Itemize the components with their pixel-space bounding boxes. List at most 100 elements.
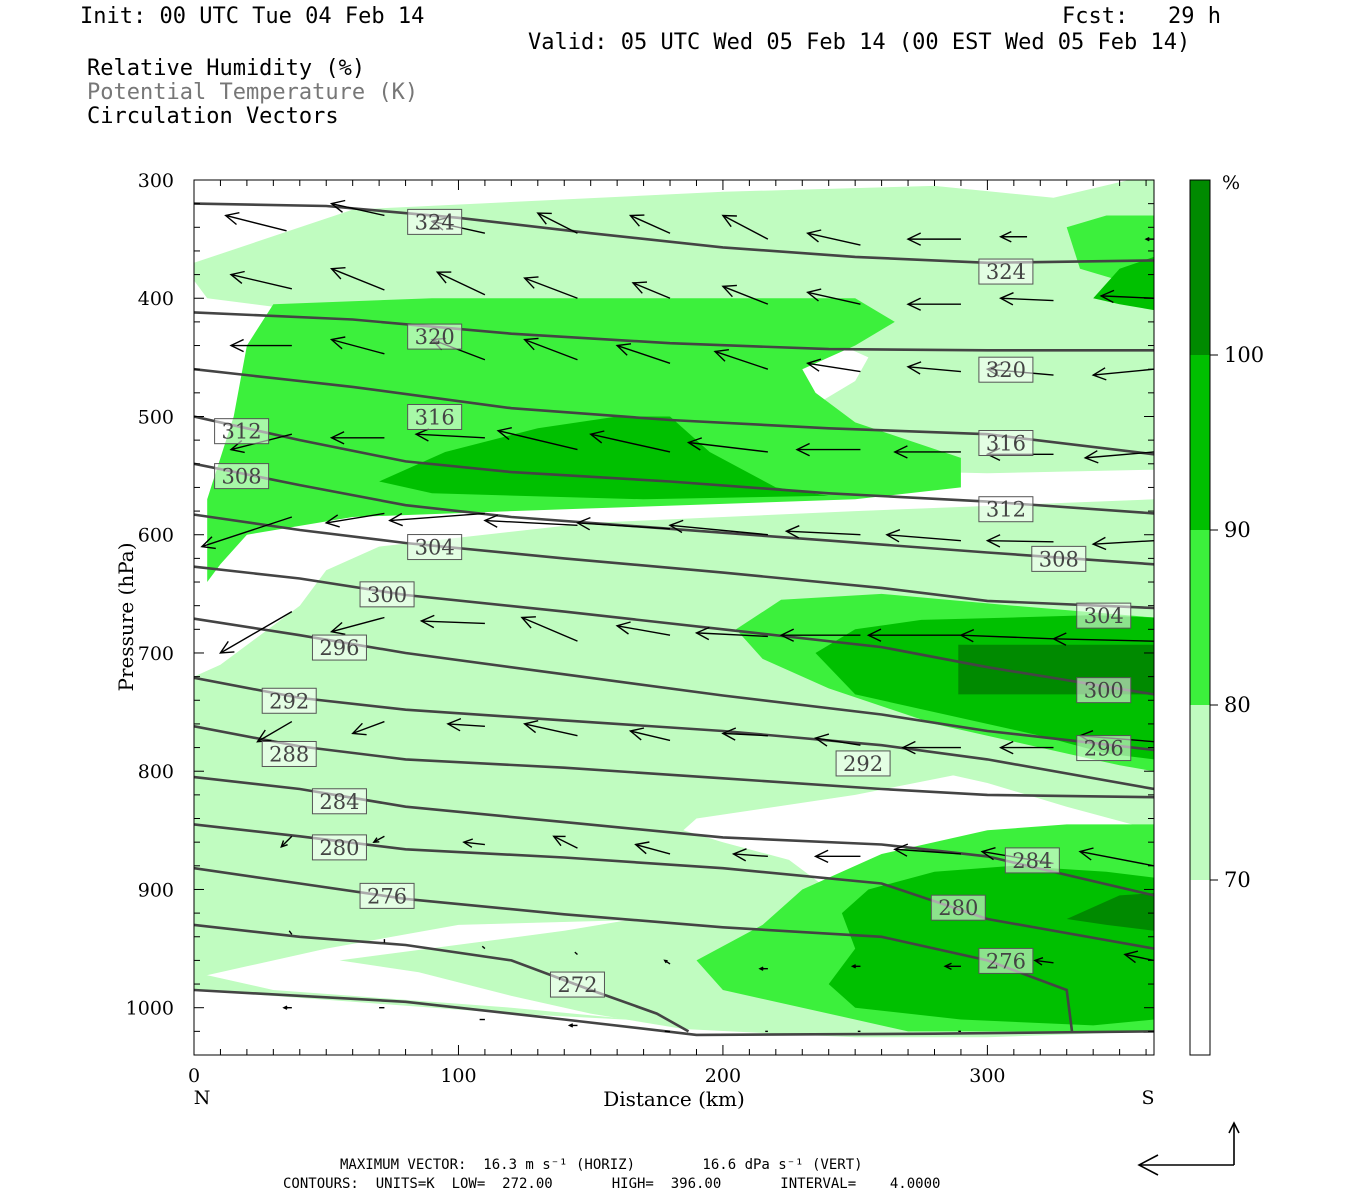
isentrope-label: 312 — [986, 498, 1026, 522]
isentrope-label: 292 — [269, 689, 309, 713]
y-axis-title: Pressure (hPa) — [114, 543, 138, 692]
isentrope-label-box — [549, 971, 605, 998]
circulation-vector — [1093, 368, 1154, 376]
circulation-vector — [1034, 959, 1054, 964]
isentrope-label: 284 — [319, 790, 359, 814]
circulation-vector — [722, 285, 769, 305]
isentrope-label-box — [1076, 677, 1132, 704]
circulation-vector-head — [1123, 950, 1139, 964]
colorbar-segment — [1190, 705, 1210, 880]
circulation-vector-head — [998, 292, 1014, 306]
isentrope-label-box — [978, 356, 1034, 383]
circulation-vector — [352, 720, 385, 735]
isentrope-label-box — [359, 882, 415, 909]
rh-region-100 — [1066, 893, 1154, 931]
x-end-label-north: N — [194, 1087, 211, 1109]
circulation-vector — [280, 835, 293, 848]
isentrope-label: 272 — [557, 973, 597, 997]
circulation-vector — [524, 723, 578, 737]
circulation-vector — [1093, 539, 1154, 545]
circulation-vector-head — [520, 616, 536, 629]
isentrope-label-box — [835, 750, 891, 777]
circulation-vector-head — [901, 740, 916, 755]
isentrope-label: 296 — [319, 636, 359, 660]
y-tick-label: 700 — [138, 643, 174, 665]
circulation-vector-head — [893, 445, 908, 459]
circulation-vector-head — [1144, 236, 1150, 242]
x-tick-label: 300 — [969, 1065, 1005, 1087]
circulation-vector — [331, 268, 385, 291]
isentrope-label: 324 — [415, 210, 455, 234]
isentrope-label: 320 — [986, 358, 1026, 382]
isentrope-320 — [194, 311, 1154, 352]
circulation-vector-head — [523, 276, 539, 289]
isentrope-label-box — [407, 403, 463, 430]
circulation-vector-head — [567, 1023, 574, 1028]
circulation-vector-head — [980, 847, 996, 861]
isentrope-304 — [194, 513, 1154, 610]
circulation-vector-head — [329, 621, 346, 635]
circulation-vector — [524, 277, 578, 299]
circulation-vector — [524, 338, 578, 361]
circulation-vector-head — [686, 437, 703, 451]
circulation-vector-head — [806, 229, 822, 243]
isentrope-label-box — [261, 687, 317, 714]
circulation-vector — [635, 843, 671, 855]
circulation-vector-head — [628, 214, 645, 227]
circulation-vector-head — [758, 966, 764, 971]
circulation-vector-head — [943, 962, 952, 971]
circulation-vector — [521, 616, 578, 642]
isentrope-label: 304 — [1084, 604, 1124, 628]
isentrope-312 — [194, 415, 1154, 515]
isentrope-label-box — [261, 740, 317, 767]
isentrope-272 — [194, 923, 690, 1033]
isentrope-label: 288 — [269, 742, 309, 766]
isentrope-label: 300 — [1084, 679, 1124, 703]
max-vector-note: MAXIMUM VECTOR: 16.3 m s⁻¹ (HORIZ) 16.6 … — [340, 1157, 863, 1173]
isentrope-label-box — [311, 788, 367, 815]
circulation-vector — [894, 848, 961, 855]
isentrope-label-box — [978, 496, 1034, 523]
colorbar-level-label: 70 — [1224, 868, 1251, 892]
circulation-vector — [733, 853, 768, 858]
isentrope-label: 316 — [986, 432, 1026, 456]
circulation-vector-head — [721, 214, 737, 228]
isentrope-label-box — [311, 834, 367, 861]
field-legend-vectors: Circulation Vectors — [87, 104, 339, 129]
rh-region-70 — [194, 180, 1154, 979]
y-tick-label: 1000 — [126, 998, 174, 1020]
isentrope-label-box — [1076, 602, 1132, 629]
circulation-vector — [537, 212, 578, 234]
circulation-vector-head — [1051, 632, 1067, 646]
y-tick-label: 300 — [138, 170, 174, 192]
x-tick-label: 100 — [440, 1065, 476, 1087]
rh-region-90 — [379, 416, 829, 500]
rh-region-90 — [828, 865, 1154, 1026]
circulation-vector — [669, 524, 768, 536]
circulation-vector — [225, 214, 287, 232]
circulation-vector — [481, 945, 486, 950]
plot-frame — [193, 179, 1155, 1056]
circulation-vector — [632, 282, 671, 299]
circulation-vector-head — [462, 838, 474, 848]
isentrope-label-box — [1004, 847, 1060, 874]
isentrope-label-box — [311, 634, 367, 661]
circulation-vector-head — [329, 431, 345, 445]
circulation-vector — [389, 512, 485, 522]
circulation-vector — [630, 730, 671, 742]
circulation-vector-head — [388, 512, 403, 527]
circulation-vector-head — [1099, 289, 1115, 304]
circulation-vector-head — [1083, 450, 1099, 464]
circulation-vector-head — [1033, 957, 1044, 966]
circulation-vector — [1079, 850, 1154, 867]
circulation-vector — [807, 362, 861, 373]
circulation-vector — [960, 634, 1054, 640]
circulation-vector-head — [784, 525, 800, 539]
isentrope-label: 324 — [986, 260, 1026, 284]
colorbar-segment — [1190, 355, 1210, 530]
circulation-vector-head — [200, 536, 216, 550]
forecast-hour-label: Fcst: 29 h — [1062, 4, 1221, 29]
circulation-vector-head — [224, 212, 240, 226]
circulation-vector-head — [435, 271, 452, 284]
circulation-vector — [484, 519, 578, 526]
